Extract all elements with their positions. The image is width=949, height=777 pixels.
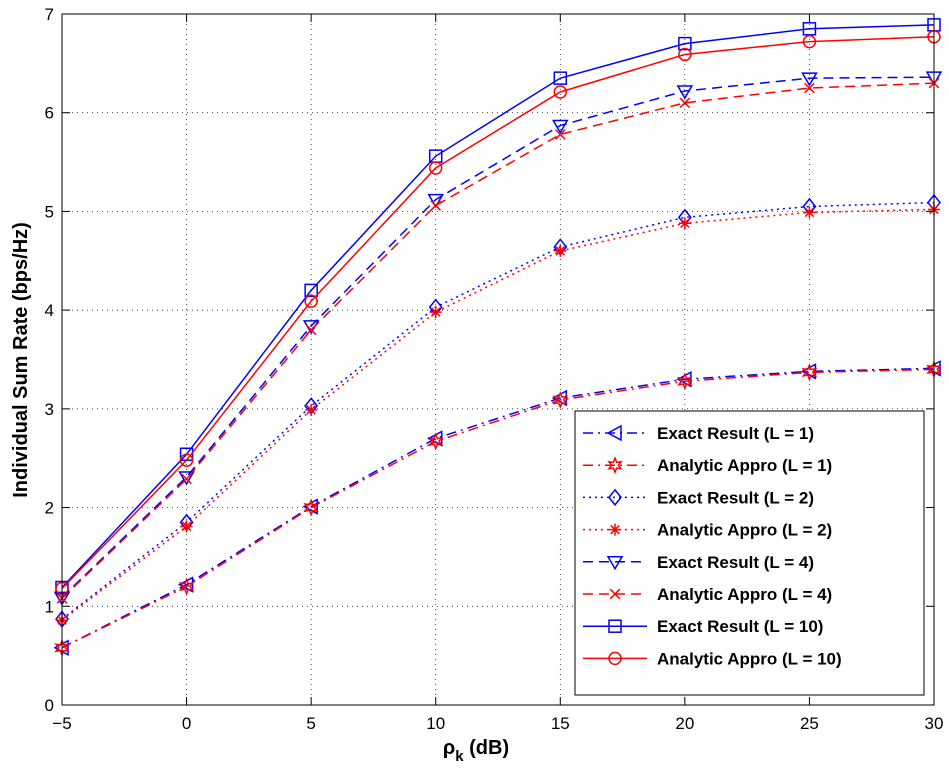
data-point-marker (304, 283, 318, 298)
data-point-marker (429, 306, 442, 319)
series-line (61, 35, 935, 590)
legend-label: Exact Result (L = 1) (657, 424, 814, 443)
x-tick-label: −5 (52, 714, 71, 733)
legend-item: Analytic Appro (L = 4) (583, 585, 832, 604)
x-tick-label: 20 (675, 714, 694, 733)
data-point-marker (802, 34, 817, 49)
x-axis-title: ρk (dB) (443, 737, 509, 765)
grid (62, 14, 934, 705)
series-line (61, 82, 935, 599)
legend-label: Analytic Appro (L = 1) (657, 456, 832, 475)
data-point-marker (305, 324, 317, 336)
data-point-marker (676, 85, 694, 100)
legend-item: Analytic Appro (L = 10) (583, 649, 842, 668)
legend-item: Analytic Appro (L = 2) (583, 521, 832, 540)
x-tick-label: 5 (306, 714, 315, 733)
data-point-marker (678, 36, 692, 51)
data-point-marker (179, 453, 194, 467)
y-tick-label: 6 (45, 104, 54, 123)
legend-marker (608, 651, 622, 666)
x-tick-label: 25 (800, 714, 819, 733)
legend-marker (608, 619, 622, 633)
data-point-marker (551, 119, 569, 135)
series-analytic-appro-l-10 (55, 29, 941, 596)
data-point-marker (180, 520, 193, 533)
data-point-marker (552, 390, 569, 409)
data-point-marker (679, 97, 691, 109)
data-point-marker (181, 473, 192, 485)
legend-item: Analytic Appro (L = 1) (583, 456, 832, 475)
legend-label: Analytic Appro (L = 4) (657, 585, 832, 604)
data-point-marker (178, 577, 195, 596)
y-tick-label: 3 (45, 400, 54, 419)
x-axis-title-unit: (dB) (464, 737, 510, 759)
y-tick-label: 7 (45, 5, 54, 24)
y-tick-label: 1 (45, 597, 54, 616)
y-tick-label: 5 (45, 202, 54, 221)
data-point-marker (802, 22, 817, 36)
x-tick-label: 30 (925, 714, 944, 733)
series-group (53, 18, 943, 657)
legend-marker (606, 424, 622, 442)
plot-frame (61, 13, 935, 706)
legend-item: Exact Result (L = 4) (583, 553, 814, 572)
y-tick-label: 4 (45, 301, 54, 320)
series-line (61, 24, 935, 589)
legend-marker (609, 588, 621, 600)
legend-label: Exact Result (L = 2) (657, 488, 814, 507)
series-line (61, 368, 935, 649)
legend-box (574, 410, 925, 696)
legend-marker (608, 488, 622, 507)
legend-item: Exact Result (L = 1) (583, 424, 814, 443)
data-point-marker (178, 471, 195, 486)
legend-marker (607, 456, 623, 475)
x-tick-label: 15 (551, 714, 570, 733)
legend-item: Exact Result (L = 2) (583, 488, 814, 507)
y-tick-label: 2 (45, 499, 54, 518)
legend-item: Exact Result (L = 10) (583, 617, 823, 636)
data-point-marker (430, 200, 442, 211)
legend-label: Analytic Appro (L = 10) (657, 649, 842, 668)
data-point-marker (801, 363, 818, 382)
x-axis-title-subscript: k (455, 748, 464, 765)
data-point-marker (804, 82, 815, 94)
data-point-marker (304, 294, 318, 309)
data-point-marker (427, 432, 444, 451)
x-tick-label: 0 (182, 714, 191, 733)
series-analytic-appro-l-4 (56, 77, 940, 604)
legend-label: Analytic Appro (L = 2) (657, 521, 832, 540)
legend: Exact Result (L = 1) Analytic Appro (L = … (574, 410, 925, 696)
data-point-marker (803, 206, 816, 219)
y-tick-label: 0 (45, 696, 54, 715)
x-tick-label: 10 (426, 714, 445, 733)
data-point-marker (427, 193, 445, 209)
data-point-marker (678, 217, 691, 230)
series-line (61, 201, 935, 620)
data-point-marker (677, 372, 693, 391)
data-point-marker (554, 244, 567, 257)
data-point-marker (678, 47, 692, 62)
data-point-marker (553, 71, 568, 85)
legend-marker (609, 523, 621, 536)
legend-marker (606, 556, 624, 571)
data-point-marker (303, 498, 319, 517)
y-axis-title: Individual Sum Rate (bps/Hz) (10, 222, 32, 498)
legend-label: Exact Result (L = 10) (657, 617, 823, 636)
data-point-marker (553, 85, 568, 99)
data-point-marker (554, 129, 566, 140)
data-point-marker (305, 403, 318, 416)
data-point-marker (428, 161, 443, 175)
data-point-marker (801, 72, 818, 87)
legend-label: Exact Result (L = 4) (657, 553, 814, 572)
